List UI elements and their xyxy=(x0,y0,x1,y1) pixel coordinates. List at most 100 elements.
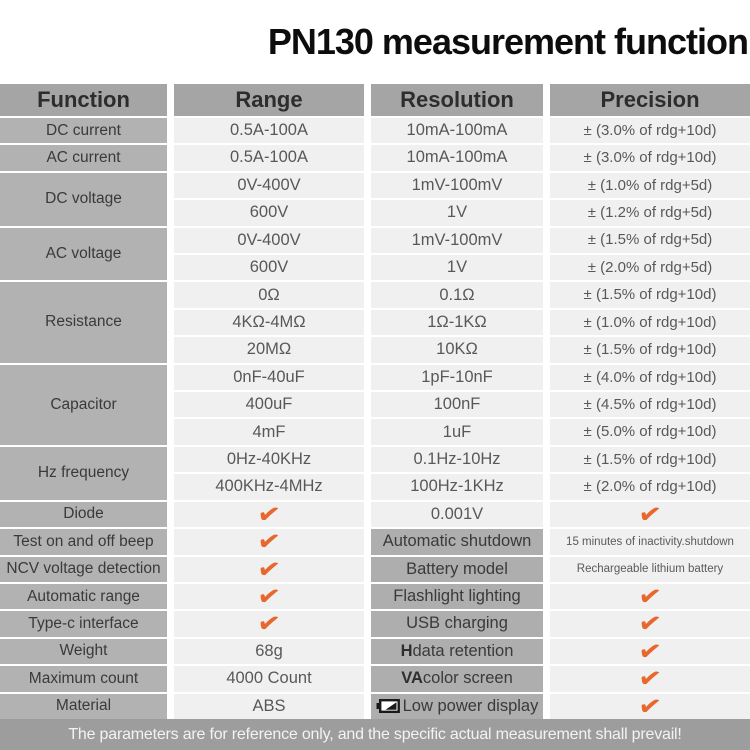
precision-cell: ± (1.5% of rdg+10d) xyxy=(550,446,750,473)
function-cell-maximum-count: Maximum count xyxy=(0,666,167,692)
bold-prefix: VA xyxy=(401,669,423,688)
range-cell: 400uF xyxy=(174,392,364,418)
table-header: Function Range Resolution Precision xyxy=(0,84,750,116)
range-cell: 0V-400V xyxy=(174,172,364,199)
check-icon: ✔ xyxy=(636,611,664,637)
function-cell-resistance: Resistance xyxy=(0,282,167,363)
range-cell: 0nF-40uF xyxy=(174,364,364,391)
header-resolution: Resolution xyxy=(371,84,543,116)
resolution-cell: 1V xyxy=(371,200,543,226)
check-icon: ✔ xyxy=(636,638,664,665)
function-cell-type-c-interface: Type-c interface xyxy=(0,611,167,637)
resolution-cell: 1mV-100mV xyxy=(371,227,543,254)
header-function: Function xyxy=(0,84,167,116)
precision-cell: ✔ xyxy=(550,611,750,637)
range-cell: 20MΩ xyxy=(174,337,364,363)
precision-cell: ± (1.2% of rdg+5d) xyxy=(550,200,750,226)
check-icon: ✔ xyxy=(255,556,283,582)
range-cell: 4KΩ-4MΩ xyxy=(174,309,364,336)
precision-cell: 15 minutes of inactivity.shutdown xyxy=(550,529,750,555)
range-cell: 0.5A-100A xyxy=(174,145,364,171)
range-cell: 600V xyxy=(174,255,364,281)
precision-cell: ✔ xyxy=(550,638,750,665)
function-cell-ac-current: AC current xyxy=(0,145,167,171)
range-cell: 400KHz-4MHz xyxy=(174,474,364,500)
range-cell: ABS xyxy=(174,693,364,719)
function-cell-dc-current: DC current xyxy=(0,118,167,144)
precision-cell: ✔ xyxy=(550,501,750,528)
precision-cell: ± (1.0% of rdg+5d) xyxy=(550,172,750,199)
range-cell: ✔ xyxy=(174,501,364,528)
function-cell-test-beep: Test on and off beep xyxy=(0,529,167,555)
function-cell-capacitor: Capacitor xyxy=(0,364,167,445)
precision-cell: ± (1.5% of rdg+5d) xyxy=(550,227,750,254)
range-cell: 4mF xyxy=(174,419,364,445)
range-cell: ✔ xyxy=(174,611,364,637)
range-cell: ✔ xyxy=(174,583,364,610)
precision-cell: ± (3.0% of rdg+10d) xyxy=(550,118,750,144)
range-cell: 600V xyxy=(174,200,364,226)
precision-cell: ± (1.5% of rdg+10d) xyxy=(550,337,750,363)
function-cell-material: Material xyxy=(0,693,167,719)
page-title: PN130 measurement function xyxy=(267,21,749,62)
bold-prefix: H xyxy=(400,641,413,660)
range-cell: 0V-400V xyxy=(174,227,364,254)
resolution-cell: 1Ω-1KΩ xyxy=(371,309,543,336)
resolution-cell: VA color screen xyxy=(371,666,543,692)
function-cell-ac-voltage: AC voltage xyxy=(0,227,167,281)
precision-cell: ± (5.0% of rdg+10d) xyxy=(550,419,750,445)
resolution-cell: 1mV-100mV xyxy=(371,172,543,199)
function-cell-diode: Diode xyxy=(0,501,167,528)
precision-cell: ± (2.0% of rdg+10d) xyxy=(550,474,750,500)
range-cell: ✔ xyxy=(174,529,364,555)
range-cell: 0Hz-40KHz xyxy=(174,446,364,473)
check-icon: ✔ xyxy=(255,611,283,637)
title-bar: PN130 measurement function xyxy=(0,0,750,84)
resolution-cell: 10mA-100mA xyxy=(371,145,543,171)
footer-note: The parameters are for reference only, a… xyxy=(0,719,750,750)
range-cell: ✔ xyxy=(174,556,364,582)
precision-cell: ± (2.0% of rdg+5d) xyxy=(550,255,750,281)
resolution-cell: Automatic shutdown xyxy=(371,529,543,555)
function-cell-weight: Weight xyxy=(0,638,167,665)
precision-cell: ✔ xyxy=(550,666,750,692)
resolution-cell: Battery model xyxy=(371,556,543,582)
check-icon: ✔ xyxy=(636,666,664,692)
precision-cell: Rechargeable lithium battery xyxy=(550,556,750,582)
resolution-cell: 10mA-100mA xyxy=(371,118,543,144)
resolution-cell: Flashlight lighting xyxy=(371,583,543,610)
resolution-cell: Low power display xyxy=(371,693,543,719)
check-icon: ✔ xyxy=(636,693,664,719)
resolution-cell: 10KΩ xyxy=(371,337,543,363)
check-icon: ✔ xyxy=(636,583,664,610)
check-icon: ✔ xyxy=(255,583,283,610)
header-range: Range xyxy=(174,84,364,116)
precision-cell: ± (3.0% of rdg+10d) xyxy=(550,145,750,171)
resolution-cell: H data retention xyxy=(371,638,543,665)
resolution-cell: 0.1Hz-10Hz xyxy=(371,446,543,473)
function-cell-automatic-range: Automatic range xyxy=(0,583,167,610)
resolution-cell: 1V xyxy=(371,255,543,281)
resolution-cell: 100nF xyxy=(371,392,543,418)
resolution-cell: 0.001V xyxy=(371,501,543,528)
function-cell-ncv-detection: NCV voltage detection xyxy=(0,556,167,582)
precision-cell: ✔ xyxy=(550,583,750,610)
resolution-cell: 1pF-10nF xyxy=(371,364,543,391)
precision-cell: ± (4.0% of rdg+10d) xyxy=(550,364,750,391)
resolution-cell: 100Hz-1KHz xyxy=(371,474,543,500)
precision-cell: ± (1.0% of rdg+10d) xyxy=(550,309,750,336)
resolution-cell: USB charging xyxy=(371,611,543,637)
spec-table: DC current 0.5A-100A 10mA-100mA ± (3.0% … xyxy=(0,118,750,719)
function-cell-dc-voltage: DC voltage xyxy=(0,172,167,226)
range-cell: 4000 Count xyxy=(174,666,364,692)
resolution-cell: 0.1Ω xyxy=(371,282,543,308)
function-cell-hz-frequency: Hz frequency xyxy=(0,446,167,500)
range-cell: 68g xyxy=(174,638,364,665)
range-cell: 0.5A-100A xyxy=(174,118,364,144)
precision-cell: ± (4.5% of rdg+10d) xyxy=(550,392,750,418)
check-icon: ✔ xyxy=(636,501,664,528)
header-precision: Precision xyxy=(550,84,750,116)
resolution-cell: 1uF xyxy=(371,419,543,445)
precision-cell: ✔ xyxy=(550,693,750,719)
